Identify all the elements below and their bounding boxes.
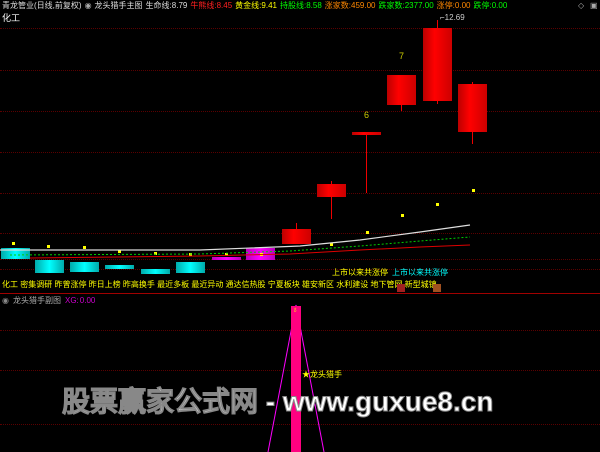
xg-value: 0.00 [79, 296, 96, 305]
panel-name: 龙头猎手主图 [94, 1, 143, 10]
settings-icon[interactable]: ◉ [84, 1, 92, 10]
stock-title[interactable]: 青龙管业(日线,前复权) [2, 1, 82, 10]
yellow-dot [366, 231, 369, 234]
yellow-dot [472, 189, 475, 192]
yellow-dot [401, 214, 404, 217]
yellow-dot [12, 242, 15, 245]
candle-up[interactable] [352, 132, 381, 135]
window-icon[interactable]: ▣ [590, 1, 598, 10]
indicator-0: 生命线:8.79 [145, 1, 188, 10]
indicator-2: 黄金线:9.41 [235, 1, 277, 10]
board-count-7: 7 [399, 51, 405, 61]
grid-line [0, 152, 600, 153]
candle-up[interactable] [423, 28, 452, 101]
watermark: 股票赢家公式网 - www.guxue8.cn [61, 386, 494, 418]
chart-header: 青龙管业(日线,前复权) ◉ 龙头猎手主图 生命线:8.79 牛熊线:8.45 黄金… [2, 1, 507, 11]
candle-wick [366, 132, 367, 193]
signal-label: ★龙头猎手 [302, 370, 342, 379]
grid-line [0, 269, 600, 270]
indicator-1: 牛熊线:8.45 [190, 1, 233, 10]
yellow-dot [436, 203, 439, 206]
white-line [0, 224, 471, 251]
candle-up[interactable] [317, 184, 346, 197]
candle-bar[interactable] [1, 248, 30, 259]
grid-line [0, 70, 600, 71]
grid-line [0, 193, 600, 194]
yellow-dot [47, 245, 50, 248]
diamond-icon[interactable]: ◇ [578, 1, 585, 10]
badge-icon-1[interactable] [397, 284, 405, 292]
indicator-6: 涨停:0.00 [436, 1, 471, 10]
badge-icon-2[interactable] [433, 284, 441, 292]
grid-line [0, 111, 600, 112]
candle-wick [331, 181, 332, 219]
grid-line [0, 28, 600, 29]
candle-bar[interactable] [176, 262, 205, 273]
indicator-5: 跌家数:2377.00 [378, 1, 434, 10]
settings-icon[interactable]: ◉ [2, 296, 9, 305]
candle-bar[interactable] [35, 260, 64, 273]
candle-bar[interactable] [141, 269, 170, 274]
limit-up-yellow: 上市以来共涨停 [332, 268, 388, 277]
candle-up[interactable] [282, 229, 311, 244]
yellow-dot [154, 252, 157, 255]
grid-line [0, 259, 600, 260]
red-line [29, 244, 471, 259]
yellow-dot [225, 253, 228, 256]
panel-separator[interactable] [0, 293, 600, 294]
yellow-dot [330, 243, 333, 246]
sub-panel-header: ◉ 龙头猎手副图 XG: 0.00 [2, 296, 95, 306]
candle-bar[interactable] [105, 265, 134, 269]
candle-up[interactable] [387, 75, 416, 105]
candle-bar[interactable] [70, 262, 99, 272]
yellow-dot [83, 246, 86, 249]
xg-label: XG: [64, 296, 79, 305]
candle-bar[interactable] [212, 257, 241, 260]
indicator-4: 涨家数:459.00 [324, 1, 376, 10]
concept-tags: 化工 密集调研 昨曾涨停 昨日上榜 昨高换手 最近多板 最近异动 通达信热股 宁… [2, 280, 437, 289]
yellow-dot [118, 250, 121, 253]
signal-bar [291, 306, 301, 452]
indicator-7: 跌停:0.00 [473, 1, 508, 10]
sub-panel-name: 龙头猎手副图 [12, 296, 61, 305]
candle-up[interactable] [458, 84, 487, 132]
board-count-6: 6 [364, 110, 370, 120]
green-line [9, 236, 471, 256]
money-bag-icon: ♁ [292, 305, 298, 314]
sector-label: 化工 [2, 13, 21, 23]
high-price-label: ⌐12.69 [440, 13, 465, 22]
indicator-3: 持股线:8.58 [279, 1, 322, 10]
limit-up-cyan: 上市以来共涨停 [392, 268, 448, 277]
